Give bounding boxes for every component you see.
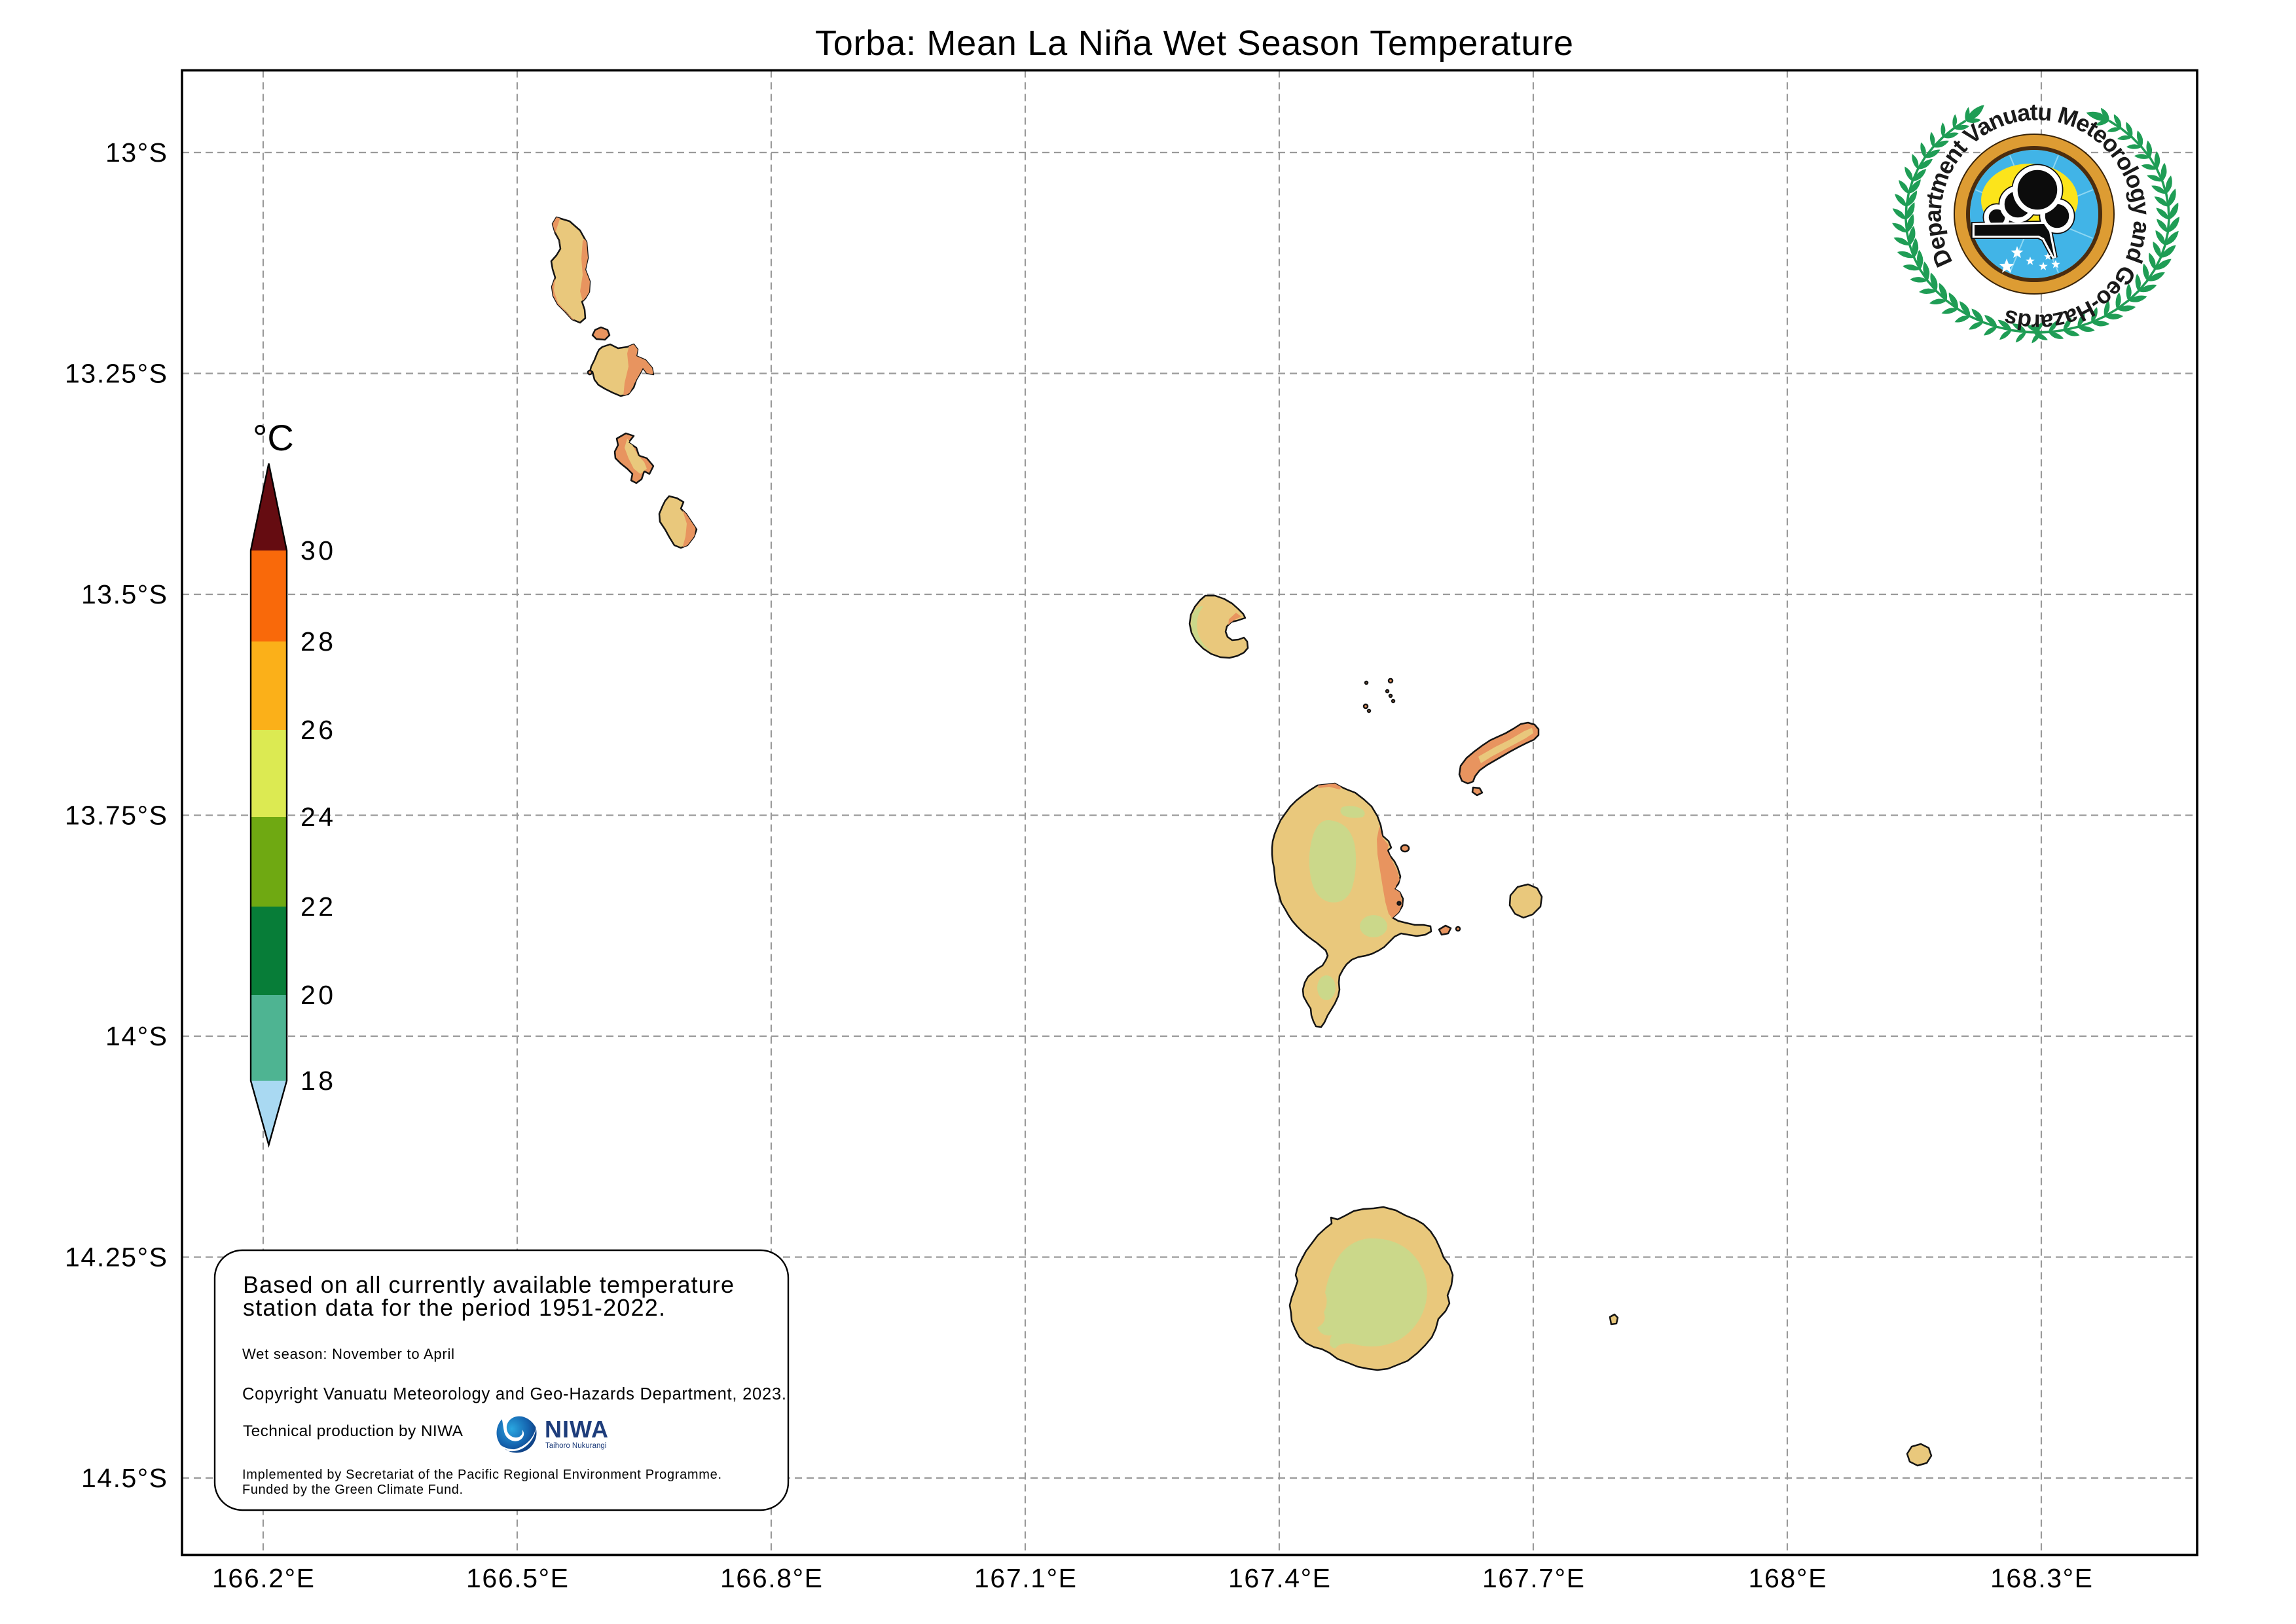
svg-text:166.2°E: 166.2°E — [212, 1563, 314, 1593]
svg-text:168°E: 168°E — [1749, 1563, 1827, 1593]
svg-text:Torba: Mean La Niña Wet Season: Torba: Mean La Niña Wet Season Temperatu… — [815, 24, 1573, 63]
svg-text:14°S: 14°S — [105, 1021, 167, 1051]
svg-text:°C: °C — [253, 417, 294, 458]
svg-text:Based on all currently availab: Based on all currently available tempera… — [243, 1271, 734, 1298]
svg-text:Taihoro Nukurangi: Taihoro Nukurangi — [545, 1442, 606, 1450]
svg-text:166.5°E: 166.5°E — [466, 1563, 568, 1593]
svg-text:Technical production by NIWA: Technical production by NIWA — [243, 1422, 464, 1440]
svg-text:14.25°S: 14.25°S — [65, 1242, 167, 1272]
svg-text:13.75°S: 13.75°S — [65, 801, 167, 831]
svg-text:168.3°E: 168.3°E — [1990, 1563, 2092, 1593]
svg-text:14.5°S: 14.5°S — [81, 1463, 167, 1493]
svg-text:166.8°E: 166.8°E — [720, 1563, 822, 1593]
svg-text:station data for the period 19: station data for the period 1951-2022. — [243, 1294, 665, 1321]
svg-text:167.7°E: 167.7°E — [1482, 1563, 1584, 1593]
svg-text:167.4°E: 167.4°E — [1228, 1563, 1330, 1593]
svg-text:13.5°S: 13.5°S — [81, 579, 167, 609]
svg-text:13.25°S: 13.25°S — [65, 359, 167, 389]
svg-text:NIWA: NIWA — [545, 1416, 609, 1443]
svg-text:13°S: 13°S — [105, 137, 167, 168]
svg-text:Implemented by Secretariat of: Implemented by Secretariat of the Pacifi… — [242, 1468, 721, 1482]
svg-text:Wet season: November to April: Wet season: November to April — [242, 1346, 454, 1362]
svg-text:167.1°E: 167.1°E — [974, 1563, 1076, 1593]
svg-text:Copyright Vanuatu Meteorology: Copyright Vanuatu Meteorology and Geo-Ha… — [242, 1385, 786, 1403]
svg-text:Funded by the Green Climate Fu: Funded by the Green Climate Fund. — [242, 1483, 463, 1497]
